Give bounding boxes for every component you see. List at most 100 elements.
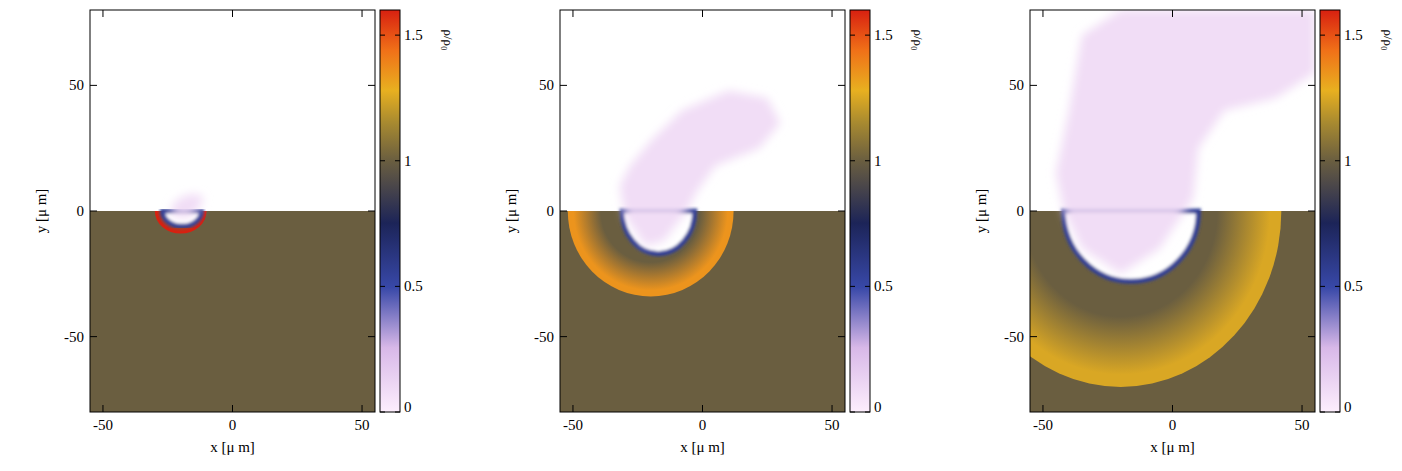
x-tick	[1302, 10, 1303, 17]
x-tick	[1172, 405, 1173, 412]
frame	[90, 10, 375, 412]
x-tick-label: 0	[1169, 417, 1177, 433]
x-tick-label: -50	[93, 417, 113, 433]
x-tick	[1302, 405, 1303, 412]
y-tick	[368, 336, 375, 337]
colorbar-tick	[395, 35, 400, 36]
y-tick-label: 50	[69, 77, 84, 93]
y-tick	[560, 211, 567, 212]
colorbar	[850, 10, 870, 412]
x-tick-label: 50	[355, 417, 370, 433]
x-axis-title: x [μ m]	[210, 439, 255, 455]
colorbar-tick	[395, 160, 400, 161]
x-tick	[102, 405, 103, 412]
colorbar-tick	[1335, 160, 1340, 161]
colorbar-tick	[865, 286, 870, 287]
x-tick	[362, 405, 363, 412]
colorbar-tick	[865, 412, 870, 413]
plot-area	[560, 10, 845, 412]
y-axis-title: y [μ m]	[503, 189, 519, 234]
colorbar-tick-label: 0	[1344, 399, 1352, 415]
panel: -50050-50050x [μ m]y [μ m]00.511.5ρ/ρ₀	[960, 10, 1396, 455]
x-tick	[1172, 10, 1173, 17]
panel: -50050-50050x [μ m]y [μ m]00.511.5ρ/ρ₀	[503, 10, 926, 455]
x-tick-label: 50	[1295, 417, 1310, 433]
panel: -50050-50050x [μ m]y [μ m]00.511.5ρ/ρ₀	[33, 10, 456, 455]
y-tick-label: -50	[534, 329, 554, 345]
colorbar-tick	[1320, 286, 1325, 287]
y-tick	[1030, 211, 1037, 212]
y-tick	[838, 85, 845, 86]
colorbar-tick	[1335, 35, 1340, 36]
frame	[1030, 10, 1315, 412]
colorbar-tick	[850, 412, 855, 413]
x-tick	[1042, 10, 1043, 17]
colorbar-tick	[1320, 412, 1325, 413]
x-tick	[702, 10, 703, 17]
y-tick	[838, 336, 845, 337]
x-tick-label: -50	[1033, 417, 1053, 433]
y-tick	[560, 85, 567, 86]
y-tick-label: 50	[539, 77, 554, 93]
shock-front	[155, 211, 207, 234]
colorbar-tick	[395, 286, 400, 287]
colorbar-tick	[395, 412, 400, 413]
x-tick-label: 50	[825, 417, 840, 433]
x-tick	[102, 10, 103, 17]
colorbar-tick	[850, 286, 855, 287]
colorbar-tick-label: 1.5	[874, 27, 893, 43]
figure: -50 0 50 -50 0 50 x [μ m] y [μ m] 0 0.5 1 1.5 ρ/ρ₀ -5…	[0, 0, 1402, 471]
colorbar-tick	[380, 286, 385, 287]
y-tick	[90, 211, 97, 212]
y-tick-label: 0	[1017, 203, 1025, 219]
colorbar-tick-label: 1.5	[404, 27, 423, 43]
x-tick	[572, 10, 573, 17]
y-tick	[1308, 336, 1315, 337]
x-tick-label: 0	[229, 417, 237, 433]
y-tick	[90, 85, 97, 86]
y-tick-label: -50	[1004, 329, 1024, 345]
plume	[620, 90, 781, 246]
y-tick-label: -50	[64, 329, 84, 345]
y-tick	[368, 211, 375, 212]
y-axis-title: y [μ m]	[33, 189, 49, 234]
colorbar	[1320, 10, 1340, 412]
colorbar	[380, 10, 400, 412]
x-tick	[702, 405, 703, 412]
colorbar-tick	[380, 35, 385, 36]
vacuum	[90, 10, 375, 412]
colorbar-tick-label: 1	[404, 153, 412, 169]
colorbar-tick	[865, 160, 870, 161]
x-tick	[1042, 405, 1043, 412]
colorbar-tick	[850, 160, 855, 161]
colorbar-title: ρ/ρ₀	[911, 29, 926, 50]
y-tick	[1030, 85, 1037, 86]
y-tick	[1308, 85, 1315, 86]
colorbar-tick-label: 1	[874, 153, 882, 169]
y-tick	[560, 336, 567, 337]
colorbar-tick-label: 0	[874, 399, 882, 415]
colorbar-tick-label: 1.5	[1344, 27, 1363, 43]
plot-area	[1030, 10, 1315, 412]
y-tick-label: 0	[547, 203, 555, 219]
y-axis-title: y [μ m]	[973, 189, 989, 234]
y-tick-label: 50	[1009, 77, 1024, 93]
y-tick	[368, 85, 375, 86]
x-axis-title: x [μ m]	[1150, 439, 1195, 455]
frame	[560, 10, 845, 412]
x-tick	[362, 10, 363, 17]
x-tick	[572, 405, 573, 412]
vacuum	[560, 10, 845, 412]
x-tick	[232, 10, 233, 17]
x-tick-label: 0	[699, 417, 707, 433]
x-tick	[832, 10, 833, 17]
colorbar-tick	[1335, 412, 1340, 413]
colorbar-tick-label: 0.5	[404, 278, 423, 294]
y-tick	[90, 336, 97, 337]
colorbar-tick-label: 0.5	[874, 278, 893, 294]
colorbar-tick	[380, 160, 385, 161]
material	[90, 211, 375, 412]
colorbar-tick	[1320, 160, 1325, 161]
plot-area	[90, 10, 375, 412]
colorbar-title: ρ/ρ₀	[1381, 29, 1396, 50]
